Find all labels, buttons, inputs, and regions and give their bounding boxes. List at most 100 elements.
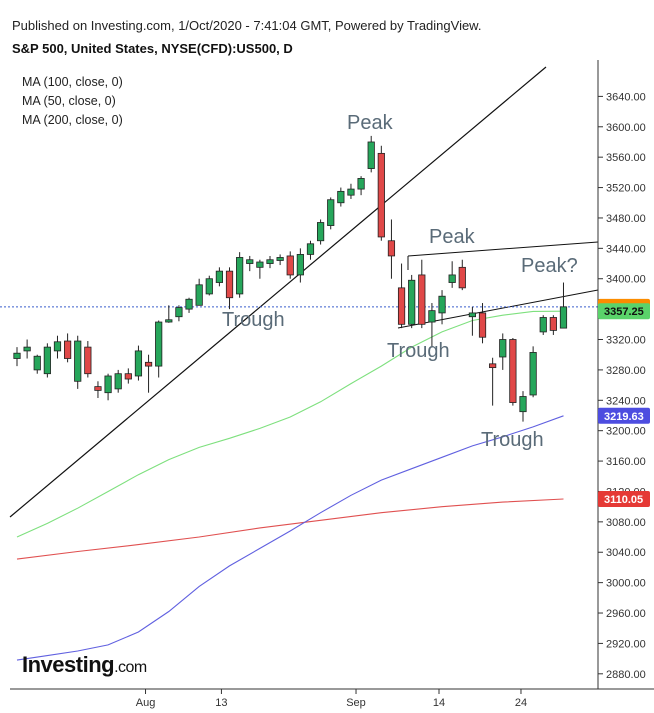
candle-body	[236, 257, 244, 295]
lower-wedge-line	[397, 289, 599, 329]
candle-body	[458, 266, 466, 289]
time-axis[interactable]: Aug 13 Sep 14 24	[136, 689, 527, 709]
candle-body	[64, 340, 72, 359]
candle	[236, 252, 244, 298]
candle-body	[408, 279, 416, 325]
candle	[296, 248, 304, 283]
candle	[306, 240, 315, 260]
candle-body	[175, 307, 183, 318]
candle-body	[215, 270, 223, 283]
candle-body	[84, 346, 92, 375]
candle-body	[499, 339, 507, 358]
price-tick-label: 3600.00	[606, 122, 646, 134]
price-tick-label: 3200.00	[606, 426, 646, 438]
candle	[256, 259, 264, 279]
candle	[458, 259, 466, 291]
time-tick-label: 13	[215, 697, 227, 709]
price-tick-label: 3640.00	[606, 91, 646, 103]
candle-body	[33, 355, 41, 371]
candle	[104, 373, 112, 401]
candle	[124, 368, 132, 384]
candle-body	[286, 255, 294, 276]
price-axis[interactable]: 2880.00 2920.00 2960.00 3000.00 3040.00 3080.…	[598, 91, 646, 681]
candle	[499, 333, 507, 370]
candle-body	[43, 346, 51, 375]
price-tag-bg	[598, 407, 650, 424]
candle	[418, 259, 426, 329]
price-tag-label: 3219.63	[604, 411, 644, 423]
uptrend-line	[9, 66, 547, 518]
candle	[84, 341, 92, 378]
price-tick-label: 3160.00	[606, 456, 646, 468]
candle	[205, 275, 213, 296]
candle	[387, 219, 396, 279]
candle-body	[529, 352, 537, 396]
price-tick-label: 3280.00	[606, 365, 646, 377]
annotation-peak-2: Peak	[429, 226, 476, 248]
candle-body	[195, 284, 203, 306]
candle-body	[337, 190, 345, 204]
candle-body	[13, 352, 21, 359]
price-tag-bg	[598, 491, 650, 508]
candle-body	[144, 361, 153, 367]
candle	[276, 254, 284, 266]
candle	[478, 303, 487, 344]
candle	[185, 297, 193, 313]
candle	[448, 261, 456, 288]
price-tick-label: 3320.00	[606, 335, 646, 347]
indicator-ma100-label[interactable]: MA (100, close, 0)	[22, 75, 123, 89]
candle-body	[74, 340, 82, 382]
price-tick-label: 3520.00	[606, 183, 646, 195]
candle-body	[428, 310, 436, 323]
annotation-trough-3: Trough	[481, 429, 544, 451]
candle	[64, 333, 72, 363]
candle-body	[418, 274, 426, 325]
candle	[53, 335, 62, 359]
candle-body	[23, 346, 31, 352]
candle-body	[165, 319, 173, 323]
candle	[367, 135, 375, 173]
candle	[114, 369, 122, 393]
candle-body	[205, 278, 213, 295]
price-tick-label: 3440.00	[606, 243, 646, 255]
candle-body	[448, 274, 456, 283]
candle	[316, 219, 325, 245]
candle	[377, 145, 385, 241]
candle-body	[306, 243, 315, 255]
price-tag: 3357.25	[598, 303, 650, 320]
candle	[246, 255, 254, 272]
candle	[509, 337, 517, 406]
candle-body	[397, 287, 406, 325]
candle-body	[489, 363, 497, 369]
candle-body	[357, 178, 365, 190]
candle	[155, 320, 163, 378]
upper-wedge-line	[407, 241, 599, 257]
candle	[74, 335, 82, 389]
indicator-ma200-label[interactable]: MA (200, close, 0)	[22, 113, 123, 127]
price-tick-label: 2960.00	[606, 608, 646, 620]
candle	[428, 303, 436, 348]
price-tick-label: 3400.00	[606, 274, 646, 286]
moving-averages	[16, 310, 564, 661]
logo-main-text: Investing	[22, 652, 115, 677]
candle	[327, 197, 335, 230]
price-tick-label: 3000.00	[606, 578, 646, 590]
candle	[347, 183, 355, 199]
indicator-ma50-label[interactable]: MA (50, close, 0)	[22, 94, 116, 108]
time-tick-label: 24	[515, 697, 527, 709]
candle	[438, 290, 446, 325]
candle-body	[134, 350, 143, 377]
candle-body	[185, 298, 193, 310]
candle-body	[549, 317, 557, 331]
candle	[519, 391, 527, 422]
candle	[13, 347, 21, 367]
price-tag-bg	[598, 303, 650, 320]
candle-body	[246, 259, 254, 264]
candle	[489, 357, 497, 406]
price-tick-label: 3080.00	[606, 517, 646, 529]
candle-body	[104, 375, 112, 394]
price-tick-label: 3480.00	[606, 213, 646, 225]
candle-body	[347, 188, 355, 196]
